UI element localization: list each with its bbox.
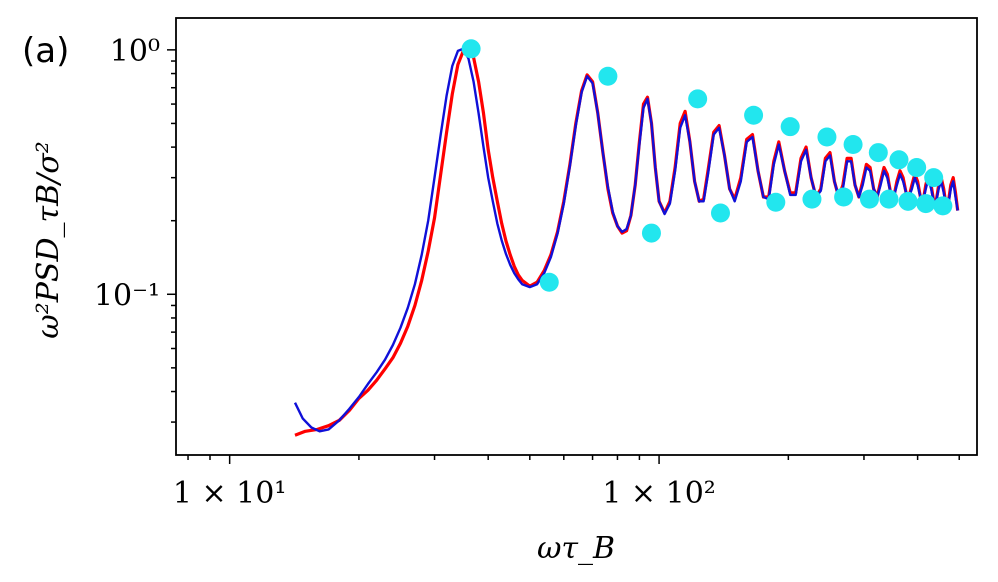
- peak-marker: [843, 134, 863, 154]
- peak-marker: [461, 39, 481, 59]
- peak-marker: [859, 189, 879, 209]
- ticks: 1 × 10¹ 1 × 10² 10⁻¹ 10⁰: [94, 34, 960, 511]
- peak-marker: [802, 189, 822, 209]
- peak-marker: [907, 158, 927, 178]
- peak-marker: [766, 192, 786, 212]
- peak-marker: [916, 194, 936, 214]
- data-line: [294, 46, 960, 437]
- x-tick-label: 1 × 10¹: [173, 476, 287, 511]
- peak-marker: [641, 223, 661, 243]
- marker-layer: [461, 39, 953, 292]
- series-layer: [293, 46, 960, 437]
- peak-marker: [539, 272, 559, 292]
- peak-marker: [879, 189, 899, 209]
- y-axis-title-text: ω²PSD_τB/σ²: [31, 141, 66, 339]
- peak-marker: [924, 168, 944, 188]
- peak-marker: [898, 191, 918, 211]
- peak-marker: [817, 127, 837, 147]
- peak-marker: [598, 66, 618, 86]
- fit-line: [293, 47, 959, 433]
- x-axis-title: ωτ_B: [537, 531, 615, 566]
- peak-marker: [688, 89, 708, 109]
- y-tick-label: 10⁰: [110, 34, 160, 69]
- peak-marker: [889, 150, 909, 170]
- plot-frame: [175, 17, 978, 456]
- peak-marker: [834, 187, 854, 207]
- y-axis-title: ω²PSD_τB/σ²: [31, 141, 66, 339]
- peak-marker: [933, 196, 953, 216]
- peak-marker: [868, 143, 888, 163]
- peak-marker: [744, 105, 764, 125]
- y-tick-label: 10⁻¹: [94, 278, 160, 313]
- panel-label: (a): [22, 31, 69, 71]
- peak-marker: [780, 117, 800, 137]
- x-tick-label: 1 × 10²: [602, 476, 716, 511]
- peak-marker: [710, 203, 730, 223]
